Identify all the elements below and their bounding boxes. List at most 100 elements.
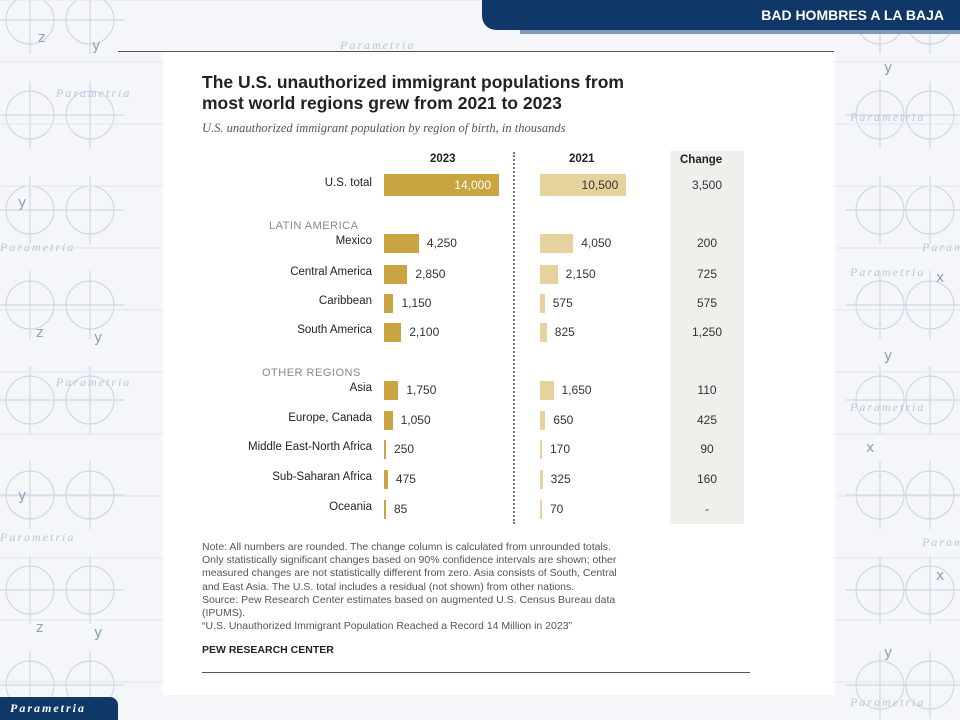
change-value: 575 — [696, 296, 718, 310]
value-label-2021: 325 — [550, 472, 571, 486]
change-value: 1,250 — [691, 325, 723, 339]
bar-2021 — [540, 293, 545, 313]
value-label-2021: 4,050 — [581, 236, 612, 250]
watermark-text: Parametria — [850, 400, 926, 414]
note-line: measured changes are not statistically d… — [202, 567, 617, 580]
value-label-2023: 1,050 — [400, 413, 431, 427]
value-label-2023: 1,750 — [406, 383, 437, 397]
watermark-axis-letter: z — [38, 30, 48, 46]
bar-2021 — [540, 174, 627, 196]
change-value: 3,500 — [691, 178, 723, 192]
row-label: Europe, Canada — [288, 412, 372, 424]
chart-subtitle: U.S. unauthorized immigrant population b… — [202, 121, 566, 135]
row-label: Caribbean — [318, 295, 372, 307]
value-label-2023: 14,000 — [454, 178, 491, 192]
watermark-axis-letter: x — [936, 270, 947, 286]
watermark-axis-letter: z — [36, 620, 46, 636]
bar-2023 — [384, 499, 386, 519]
bar-2021 — [540, 439, 542, 459]
section-latin-america: LATIN AMERICA — [269, 220, 359, 232]
bar-2021 — [540, 264, 558, 284]
bar-2023 — [384, 293, 394, 313]
bar-2023 — [384, 410, 393, 430]
value-label-2023: 85 — [394, 502, 408, 516]
banner-title: BAD HOMBRES A LA BAJA — [761, 7, 944, 23]
logo-text: Parametria — [10, 701, 86, 715]
watermark-text: Parametria — [922, 535, 960, 549]
row-label: Oceania — [329, 501, 372, 513]
bar-2023 — [384, 233, 419, 253]
value-label-2023: 2,100 — [409, 325, 440, 339]
value-label-2023: 475 — [395, 472, 416, 486]
bar-2023 — [384, 380, 399, 400]
watermark-text: Parametria — [922, 240, 960, 254]
row-label: U.S. total — [324, 177, 372, 189]
change-value: 200 — [696, 236, 718, 250]
bar-2021 — [540, 469, 543, 489]
value-label-2021: 170 — [550, 442, 571, 456]
chart-title-line-1: The U.S. unauthorized immigrant populati… — [202, 72, 624, 92]
change-value: - — [705, 502, 709, 516]
watermark-axis-letter: y — [18, 195, 29, 211]
watermark-text: Parametria — [0, 240, 76, 254]
note-line: “U.S. Unauthorized Immigrant Population … — [202, 620, 573, 633]
value-label-2021: 70 — [550, 502, 564, 516]
watermark-axis-letter: y — [18, 488, 29, 504]
value-label-2021: 10,500 — [581, 178, 619, 192]
watermark-text: Parametria — [850, 695, 926, 709]
bar-2021 — [540, 322, 547, 342]
banner-accent — [520, 30, 960, 34]
value-label-2021: 1,650 — [561, 383, 592, 397]
change-value: 725 — [696, 267, 718, 281]
row-label: South America — [297, 324, 372, 336]
row-label: Central America — [290, 266, 372, 278]
bar-2021 — [540, 233, 574, 253]
value-label-2021: 825 — [554, 325, 575, 339]
watermark-axis-letter: x — [866, 440, 877, 456]
bottom-rule — [202, 672, 750, 673]
watermark-axis-letter: y — [92, 38, 103, 54]
parametria-logo: Parametria — [0, 697, 118, 720]
section-other-regions: OTHER REGIONS — [262, 367, 361, 379]
column-header-2021: 2021 — [569, 153, 595, 165]
note-line: Only statistically significant changes b… — [202, 554, 617, 567]
note-line: and East Asia. The U.S. total includes a… — [202, 580, 575, 593]
bar-2023 — [384, 322, 402, 342]
bar-2023 — [384, 469, 388, 489]
change-value: 160 — [696, 472, 718, 486]
year-divider — [513, 152, 515, 524]
chart-notes: Note: All numbers are rounded. The chang… — [202, 541, 742, 633]
column-header-change: Change — [680, 154, 723, 166]
change-value: 110 — [697, 383, 717, 397]
source-organization: PEW RESEARCH CENTER — [202, 644, 334, 656]
value-label-2023: 2,850 — [415, 267, 446, 281]
watermark-axis-letter: y — [884, 348, 895, 364]
change-value: 425 — [696, 413, 718, 427]
top-rule — [118, 51, 834, 52]
value-label-2023: 1,150 — [401, 296, 432, 310]
change-value: 90 — [700, 442, 714, 456]
column-header-2023: 2023 — [430, 153, 456, 165]
slide-header-banner: BAD HOMBRES A LA BAJA — [482, 0, 960, 30]
bar-2021 — [540, 380, 554, 400]
watermark-axis-letter: x — [936, 568, 947, 584]
watermark-axis-letter: y — [94, 330, 105, 346]
value-label-2023: 4,250 — [426, 236, 457, 250]
change-column-background — [670, 151, 744, 524]
bar-2021 — [540, 410, 546, 430]
watermark-text: Parametria — [56, 375, 132, 389]
watermark-text: Parametria — [56, 86, 132, 100]
watermark-axis-letter: y — [884, 645, 895, 661]
value-label-2021: 575 — [552, 296, 573, 310]
note-line: Note: All numbers are rounded. The chang… — [202, 541, 611, 553]
bar-2023 — [384, 439, 387, 459]
row-label: Middle East-North Africa — [248, 441, 372, 453]
watermark-text: Parametria — [340, 38, 416, 52]
value-label-2023: 250 — [394, 442, 415, 456]
watermark-text: Parametria — [0, 530, 76, 544]
note-line: (IPUMS). — [202, 607, 246, 620]
chart-title-line-2: most world regions grew from 2021 to 202… — [202, 93, 562, 113]
note-line: Source: Pew Research Center estimates ba… — [202, 593, 616, 606]
row-label: Asia — [349, 382, 372, 394]
watermark-axis-letter: z — [36, 325, 46, 341]
